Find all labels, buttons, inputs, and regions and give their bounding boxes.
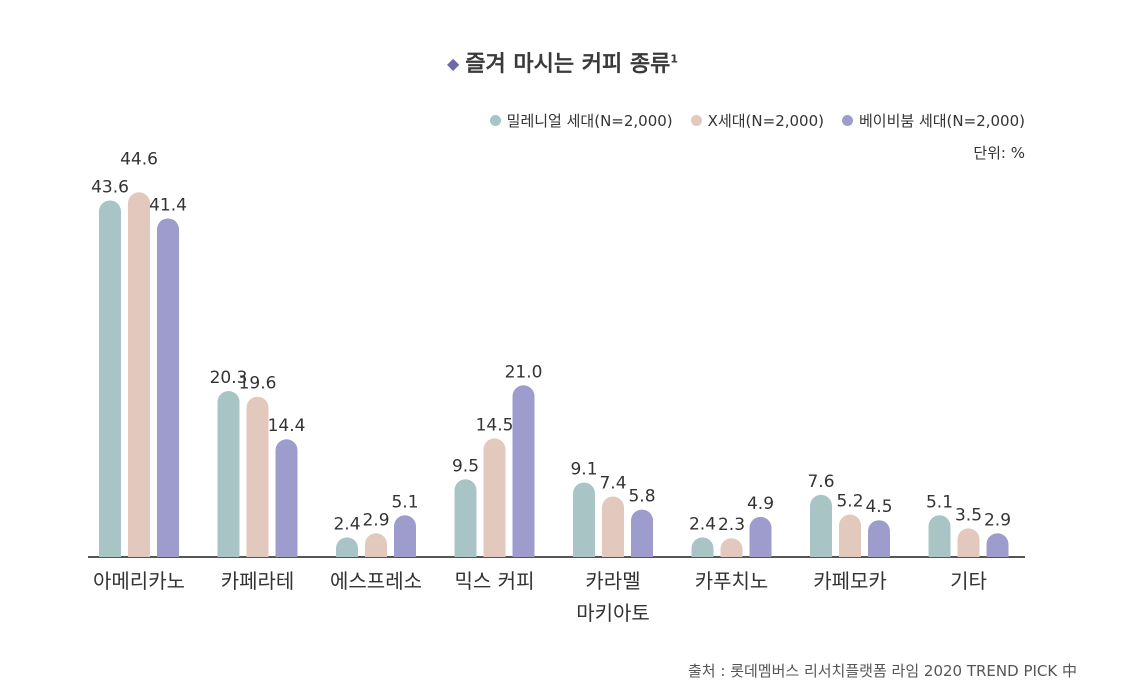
unit-label: 단위: % [973, 144, 1025, 162]
value-label-genx-4: 7.4 [599, 473, 626, 493]
bar-boomer-3 [512, 385, 535, 557]
value-label-boomer-0: 41.4 [149, 195, 187, 215]
bar-genx-1 [246, 396, 269, 557]
category-label-5: 카푸치노 [695, 569, 769, 593]
bar-boomer-6 [868, 520, 890, 557]
category-label-4-line0: 카라멜 [585, 569, 640, 593]
legend-swatch-genx [690, 115, 702, 126]
value-label-boomer-5: 4.9 [747, 494, 774, 514]
legend: 밀레니얼 세대(N=2,000) X세대(N=2,000) 베이비붐 세대(N=… [489, 110, 1025, 131]
value-label-millennial-3: 9.5 [452, 456, 479, 476]
legend-swatch-millennial [489, 115, 501, 126]
value-label-boomer-6: 4.5 [865, 497, 892, 517]
bar-genx-5 [720, 538, 743, 557]
legend-item-boomer: 베이비붐 세대(N=2,000) [841, 110, 1025, 131]
bar-boomer-7 [986, 533, 1009, 557]
value-label-genx-1: 19.6 [239, 374, 277, 394]
bar-millennial-1 [217, 390, 240, 557]
bar-genx-0 [128, 192, 150, 557]
bar-millennial-0 [99, 200, 121, 557]
category-label-6: 카페모카 [813, 569, 887, 593]
bar-genx-2 [365, 533, 387, 557]
bar-boomer-4 [631, 509, 653, 557]
value-label-millennial-6: 7.6 [807, 472, 834, 492]
value-label-genx-2: 2.9 [362, 510, 389, 530]
bar-boomer-0 [157, 218, 179, 558]
value-label-millennial-0: 43.6 [91, 177, 129, 197]
legend-item-genx: X세대(N=2,000) [690, 110, 824, 131]
value-label-millennial-1: 20.3 [210, 368, 248, 388]
bar-millennial-5 [691, 537, 714, 557]
category-label-4-line1: 마키아토 [576, 601, 650, 625]
bar-genx-3 [483, 438, 506, 557]
bar-millennial-3 [454, 479, 477, 557]
value-label-genx-0: 44.6 [120, 149, 158, 169]
legend-item-millennial: 밀레니얼 세대(N=2,000) [489, 110, 673, 131]
category-label-7: 기타 [950, 569, 987, 593]
legend-swatch-boomer [841, 115, 853, 126]
value-label-boomer-1: 14.4 [268, 416, 306, 436]
value-label-boomer-4: 5.8 [628, 487, 655, 507]
chart-title: ◆ 즐겨 마시는 커피 종류1 [0, 46, 1125, 78]
value-label-genx-6: 5.2 [836, 491, 863, 511]
category-label-3: 믹스 커피 [455, 569, 535, 593]
diamond-icon: ◆ [446, 54, 460, 73]
bar-genx-4 [602, 496, 624, 557]
source-note: 출처 : 롯데멤버스 리서치플랫폼 라임 2020 TREND PICK 中 [688, 662, 1077, 680]
value-label-boomer-2: 5.1 [391, 492, 418, 512]
value-label-genx-3: 14.5 [476, 415, 514, 435]
category-label-1: 카페라테 [221, 569, 295, 593]
category-label-0: 아메리카노 [93, 569, 185, 593]
value-label-genx-5: 2.3 [718, 515, 745, 535]
value-label-boomer-3: 21.0 [505, 362, 543, 382]
value-label-genx-7: 3.5 [955, 505, 982, 525]
value-label-boomer-7: 2.9 [984, 510, 1011, 530]
bar-genx-7 [957, 528, 980, 557]
bar-millennial-4 [573, 482, 595, 557]
legend-label-genx: X세대(N=2,000) [707, 112, 824, 130]
title-text: 즐겨 마시는 커피 종류 [465, 52, 671, 77]
bar-millennial-7 [928, 515, 951, 557]
category-label-2: 에스프레소 [330, 569, 422, 593]
bar-millennial-6 [810, 494, 833, 557]
bar-boomer-2 [394, 515, 416, 557]
value-label-millennial-2: 2.4 [333, 514, 360, 534]
bar-millennial-2 [336, 537, 358, 557]
value-label-millennial-4: 9.1 [570, 460, 597, 480]
value-label-millennial-7: 5.1 [926, 492, 953, 512]
bar-boomer-1 [275, 439, 298, 557]
legend-label-millennial: 밀레니얼 세대(N=2,000) [506, 112, 673, 130]
value-label-millennial-5: 2.4 [689, 514, 716, 534]
legend-label-boomer: 베이비붐 세대(N=2,000) [858, 112, 1025, 130]
bar-genx-6 [839, 514, 861, 557]
title-footnote-marker: 1 [670, 52, 679, 66]
bar-boomer-5 [749, 516, 772, 557]
